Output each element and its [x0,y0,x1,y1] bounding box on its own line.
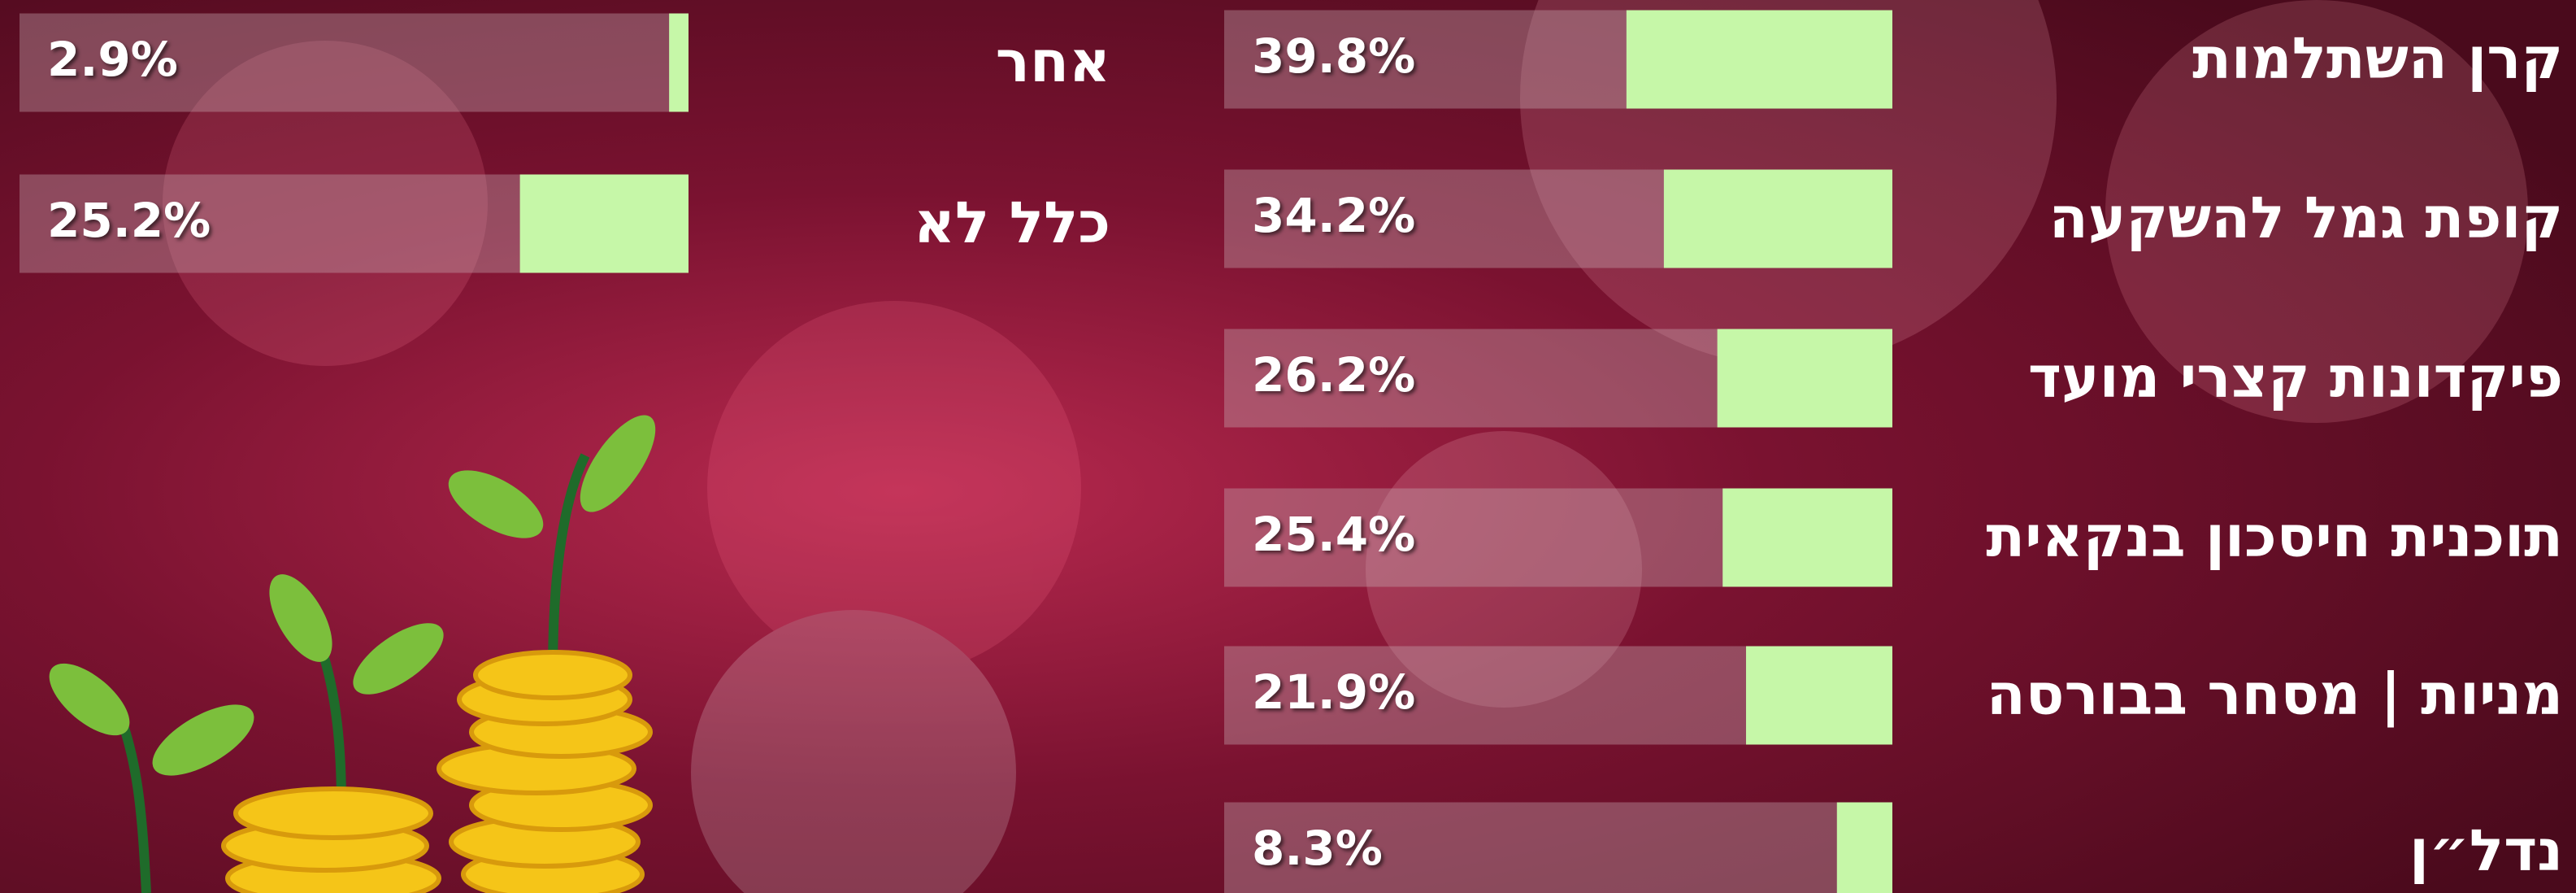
bar [1718,329,1892,428]
bar [1746,647,1892,745]
bar [520,175,689,273]
value-label: 34.2% [1252,188,1415,243]
chart: 39.8% קרן השתלמות 34.2% קופת גמל להשקעה 26.2… [0,0,2576,893]
value-label: 25.2% [47,193,211,248]
value-label: 8.3% [1252,821,1383,876]
page: {"chart_data": {"type": "bar", "orientat… [0,0,2576,893]
bar [669,14,689,112]
category-label: פיקדונות קצרי מועד [2028,344,2563,411]
value-label: 25.4% [1252,507,1415,562]
category-label: מניות | מסחר בבורסה [1987,661,2563,728]
bar [1627,11,1892,109]
bar [1664,170,1892,268]
value-label: 21.9% [1252,664,1415,720]
bar [1837,803,1892,893]
value-label: 39.8% [1252,28,1415,84]
bar [1722,489,1892,587]
category-label: נדל״ן [2409,817,2563,884]
category-label: אחר [996,28,1110,95]
value-label: 26.2% [1252,347,1415,403]
category-label: תוכנית חיסכון בנקאית [1986,503,2563,570]
category-label: כלל לא [914,189,1110,256]
value-label: 2.9% [47,32,178,87]
category-label: קופת גמל להשקעה [2049,185,2563,251]
category-label: קרן השתלמות [2192,25,2563,92]
